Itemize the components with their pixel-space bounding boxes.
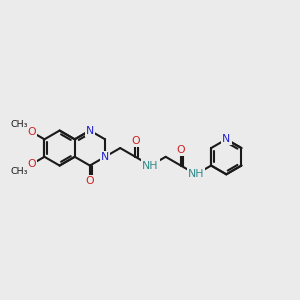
Text: O: O xyxy=(131,136,140,146)
Text: O: O xyxy=(85,176,94,186)
Text: CH₃: CH₃ xyxy=(11,167,28,176)
Text: O: O xyxy=(176,145,185,155)
Text: CH₃: CH₃ xyxy=(11,120,28,129)
Text: N: N xyxy=(86,126,94,136)
Text: N: N xyxy=(101,152,109,162)
Text: O: O xyxy=(27,159,36,169)
Text: NH: NH xyxy=(142,160,159,171)
Text: NH: NH xyxy=(188,169,204,179)
Text: N: N xyxy=(222,134,230,144)
Text: O: O xyxy=(27,127,36,137)
